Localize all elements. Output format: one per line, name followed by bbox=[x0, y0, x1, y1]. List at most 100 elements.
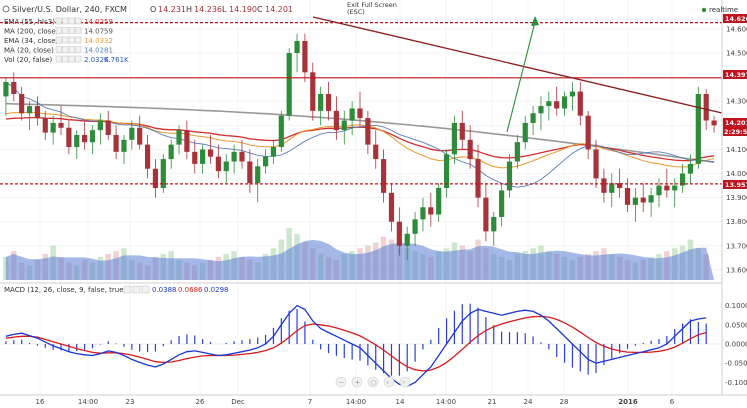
candle-body[interactable] bbox=[459, 122, 465, 140]
candle-body[interactable] bbox=[412, 219, 418, 234]
candle-body[interactable] bbox=[396, 221, 402, 246]
candle-body[interactable] bbox=[121, 139, 127, 152]
candle-body[interactable] bbox=[475, 159, 481, 198]
indicator-control-icon[interactable] bbox=[68, 55, 75, 63]
candle-body[interactable] bbox=[420, 207, 426, 220]
candle-body[interactable] bbox=[58, 122, 64, 128]
trendline[interactable] bbox=[312, 16, 723, 114]
exit-full-screen-link[interactable]: Exit Full Screen bbox=[347, 1, 397, 9]
candle-body[interactable] bbox=[530, 113, 536, 123]
candle-body[interactable] bbox=[404, 233, 410, 246]
candle-body[interactable] bbox=[711, 120, 717, 126]
candle-body[interactable] bbox=[585, 115, 591, 150]
candle-body[interactable] bbox=[609, 183, 615, 193]
indicator-control-icon[interactable] bbox=[55, 17, 62, 25]
candle-body[interactable] bbox=[19, 94, 25, 114]
candle-body[interactable] bbox=[231, 151, 237, 162]
candle-body[interactable] bbox=[672, 185, 678, 191]
candle-body[interactable] bbox=[428, 207, 434, 215]
price-axis[interactable] bbox=[722, 0, 747, 408]
candle-body[interactable] bbox=[451, 122, 458, 155]
candle-body[interactable] bbox=[89, 130, 96, 143]
indicator-control-icon[interactable] bbox=[62, 46, 69, 53]
candle-body[interactable] bbox=[137, 127, 143, 145]
candle-body[interactable] bbox=[262, 156, 269, 167]
candle-body[interactable] bbox=[569, 91, 576, 97]
candle-body[interactable] bbox=[703, 94, 709, 121]
candle-body[interactable] bbox=[192, 151, 198, 164]
indicator-control-icon[interactable] bbox=[75, 17, 82, 25]
candle-body[interactable] bbox=[97, 120, 103, 131]
horizontal-levels[interactable] bbox=[0, 22, 722, 185]
candle-body[interactable] bbox=[491, 216, 497, 232]
indicator-legend[interactable]: EMA (55, hlc3) 14.0259 MA (200, close) 14.0… bbox=[4, 17, 129, 64]
candle-body[interactable] bbox=[215, 156, 221, 172]
candle-body[interactable] bbox=[168, 144, 174, 160]
candle-body[interactable] bbox=[302, 40, 308, 73]
candle-body[interactable] bbox=[160, 159, 166, 188]
candle-body[interactable] bbox=[11, 81, 17, 94]
candle-body[interactable] bbox=[499, 190, 505, 217]
candle-body[interactable] bbox=[381, 159, 387, 193]
indicator-control-icon[interactable] bbox=[62, 17, 69, 25]
candle-body[interactable] bbox=[577, 91, 583, 116]
candle-body[interactable] bbox=[26, 106, 33, 114]
candle-body[interactable] bbox=[357, 108, 363, 119]
candle-body[interactable] bbox=[286, 53, 292, 116]
candle-body[interactable] bbox=[522, 122, 528, 143]
indicator-control-icon[interactable] bbox=[68, 46, 75, 53]
indicator-control-icon[interactable] bbox=[55, 36, 62, 44]
candle-body[interactable] bbox=[561, 96, 568, 109]
candle-body[interactable] bbox=[34, 106, 41, 119]
indicator-control-icon[interactable] bbox=[68, 17, 75, 25]
candle-body[interactable] bbox=[388, 192, 395, 222]
candle-body[interactable] bbox=[538, 106, 544, 114]
candle-body[interactable] bbox=[152, 168, 159, 188]
candle-body[interactable] bbox=[176, 130, 182, 145]
candle-body[interactable] bbox=[648, 195, 654, 203]
indicator-control-icon[interactable] bbox=[62, 36, 69, 44]
candle-body[interactable] bbox=[687, 163, 694, 174]
candle-body[interactable] bbox=[184, 130, 190, 152]
indicator-control-icon[interactable] bbox=[55, 55, 62, 63]
candle-body[interactable] bbox=[640, 197, 646, 203]
candle-body[interactable] bbox=[247, 161, 253, 184]
candle-body[interactable] bbox=[113, 134, 119, 152]
candle-body[interactable] bbox=[207, 149, 214, 157]
candle-body[interactable] bbox=[129, 127, 135, 140]
indicator-control-icon[interactable] bbox=[68, 36, 75, 44]
indicator-control-icon[interactable] bbox=[55, 46, 62, 53]
candle-body[interactable] bbox=[679, 173, 686, 186]
candle-body[interactable] bbox=[200, 149, 206, 164]
candle-body[interactable] bbox=[341, 120, 347, 131]
candle-body[interactable] bbox=[278, 115, 284, 148]
indicator-control-icon[interactable] bbox=[68, 27, 75, 34]
indicator-control-icon[interactable] bbox=[75, 55, 82, 63]
candle-body[interactable] bbox=[74, 134, 80, 148]
navigation-controls[interactable]: − + ○ ‹ › bbox=[335, 376, 411, 388]
macd-legend[interactable]: MACD (12, 26, close, 9, false, true) 0.0… bbox=[4, 285, 229, 294]
candle-body[interactable] bbox=[443, 154, 450, 188]
candle-body[interactable] bbox=[105, 120, 111, 135]
candle-body[interactable] bbox=[223, 161, 229, 172]
candlesticks[interactable] bbox=[3, 33, 717, 261]
candle-body[interactable] bbox=[617, 183, 623, 188]
candle-body[interactable] bbox=[349, 108, 355, 121]
indicator-control-icon[interactable] bbox=[75, 46, 82, 53]
candle-body[interactable] bbox=[436, 188, 442, 215]
candle-body[interactable] bbox=[325, 94, 332, 111]
candle-body[interactable] bbox=[333, 110, 339, 131]
candle-body[interactable] bbox=[695, 94, 701, 164]
indicator-control-icon[interactable] bbox=[62, 55, 69, 63]
candle-body[interactable] bbox=[3, 81, 9, 97]
indicator-control-icon[interactable] bbox=[75, 27, 82, 34]
macd-pane[interactable] bbox=[0, 303, 722, 387]
candle-body[interactable] bbox=[506, 161, 513, 191]
green-arrow-line[interactable] bbox=[506, 21, 536, 133]
candle-body[interactable] bbox=[514, 142, 520, 162]
candle-body[interactable] bbox=[310, 72, 316, 111]
candle-body[interactable] bbox=[294, 40, 300, 54]
candle-body[interactable] bbox=[66, 127, 72, 148]
candle-body[interactable] bbox=[546, 101, 552, 107]
